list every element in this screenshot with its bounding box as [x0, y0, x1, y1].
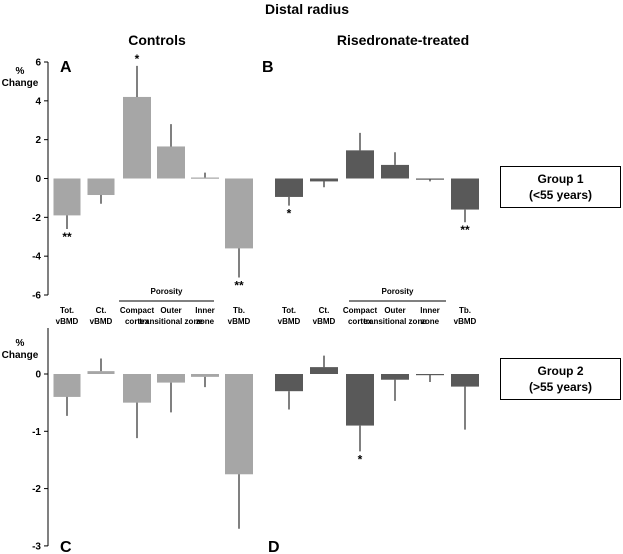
category-label: vBMD	[90, 317, 113, 326]
bar	[275, 374, 303, 392]
category-label: Ct.	[319, 306, 330, 315]
bar	[225, 178, 253, 249]
bar	[87, 178, 115, 196]
bar	[225, 374, 253, 475]
panel-label-c: C	[60, 539, 72, 554]
category-label: zone	[196, 317, 215, 326]
bar	[53, 178, 81, 216]
y-tick-label: 0	[35, 174, 41, 185]
bar	[275, 178, 303, 197]
bar	[123, 96, 151, 179]
y-axis-label-top-1: %	[16, 66, 25, 77]
bar	[53, 374, 81, 397]
category-label: Tot.	[282, 306, 296, 315]
y-tick-label: -6	[32, 291, 41, 302]
panel-label-b: B	[262, 59, 274, 76]
y-axis-label-bottom-2: Change	[2, 350, 39, 361]
porosity-label: Porosity	[150, 287, 183, 296]
category-label: transitional zone	[363, 317, 427, 326]
panel-label-d: D	[268, 539, 280, 554]
bar	[191, 177, 219, 179]
bar	[310, 178, 338, 182]
significance-marker: **	[234, 279, 244, 293]
bar	[157, 374, 185, 383]
y-tick-label: -2	[32, 213, 41, 224]
category-label: Ct.	[96, 306, 107, 315]
category-label: Tot.	[60, 306, 74, 315]
y-tick-label: -1	[32, 427, 41, 438]
significance-marker: **	[460, 223, 470, 237]
group-1-age: (<55 years)	[528, 188, 593, 202]
bar	[346, 374, 374, 426]
significance-marker: *	[135, 52, 140, 66]
category-label: Outer	[384, 306, 405, 315]
category-label: cortex	[348, 317, 373, 326]
y-axis-label-bottom-1: %	[16, 338, 25, 349]
y-tick-label: -3	[32, 541, 41, 552]
category-label: Outer	[160, 306, 181, 315]
group-2-label: Group 2	[537, 364, 584, 378]
y-tick-label: 2	[35, 135, 41, 146]
bar	[87, 371, 115, 374]
y-tick-label: 6	[35, 58, 41, 69]
bar	[191, 374, 219, 377]
bar	[123, 374, 151, 403]
bar	[416, 374, 444, 376]
y-tick-label: 4	[35, 96, 41, 107]
group-2-age: (>55 years)	[528, 380, 593, 394]
category-label: Compact	[120, 306, 155, 315]
category-label: transitional zone	[139, 317, 203, 326]
bar	[416, 178, 444, 180]
category-label: cortex	[125, 317, 150, 326]
bar	[381, 164, 409, 179]
category-label: zone	[421, 317, 440, 326]
y-tick-label: -4	[32, 252, 41, 263]
y-axis-label-top-2: Change	[2, 78, 39, 89]
chart-layer: 6420-2-4-6********0-1-2-3*Tot.vBMDCt.vBM…	[32, 52, 479, 552]
category-label: vBMD	[56, 317, 79, 326]
column-title-risedronate: Risedronate-treated	[337, 32, 469, 48]
group-2-box: Group 2 (>55 years)	[500, 358, 621, 400]
porosity-label: Porosity	[381, 287, 414, 296]
bar	[451, 178, 479, 210]
bar	[346, 150, 374, 179]
significance-marker: *	[358, 452, 363, 466]
significance-marker: **	[62, 230, 72, 244]
bar	[157, 146, 185, 179]
panel-label-a: A	[60, 59, 72, 76]
category-label: Inner	[195, 306, 215, 315]
category-label: vBMD	[313, 317, 336, 326]
category-label: vBMD	[278, 317, 301, 326]
category-label: Compact	[343, 306, 378, 315]
figure-title: Distal radius	[265, 1, 349, 17]
bar	[381, 374, 409, 380]
group-1-label: Group 1	[537, 172, 584, 186]
category-label: vBMD	[228, 317, 251, 326]
category-label: vBMD	[454, 317, 477, 326]
bar	[451, 374, 479, 387]
column-title-controls: Controls	[128, 32, 186, 48]
category-label: Inner	[420, 306, 440, 315]
bar	[310, 367, 338, 374]
y-tick-label: -2	[32, 484, 41, 495]
category-label: Tb.	[459, 306, 471, 315]
group-1-box: Group 1 (<55 years)	[500, 166, 621, 208]
y-tick-label: 0	[35, 370, 41, 381]
category-label: Tb.	[233, 306, 245, 315]
significance-marker: *	[287, 207, 292, 221]
